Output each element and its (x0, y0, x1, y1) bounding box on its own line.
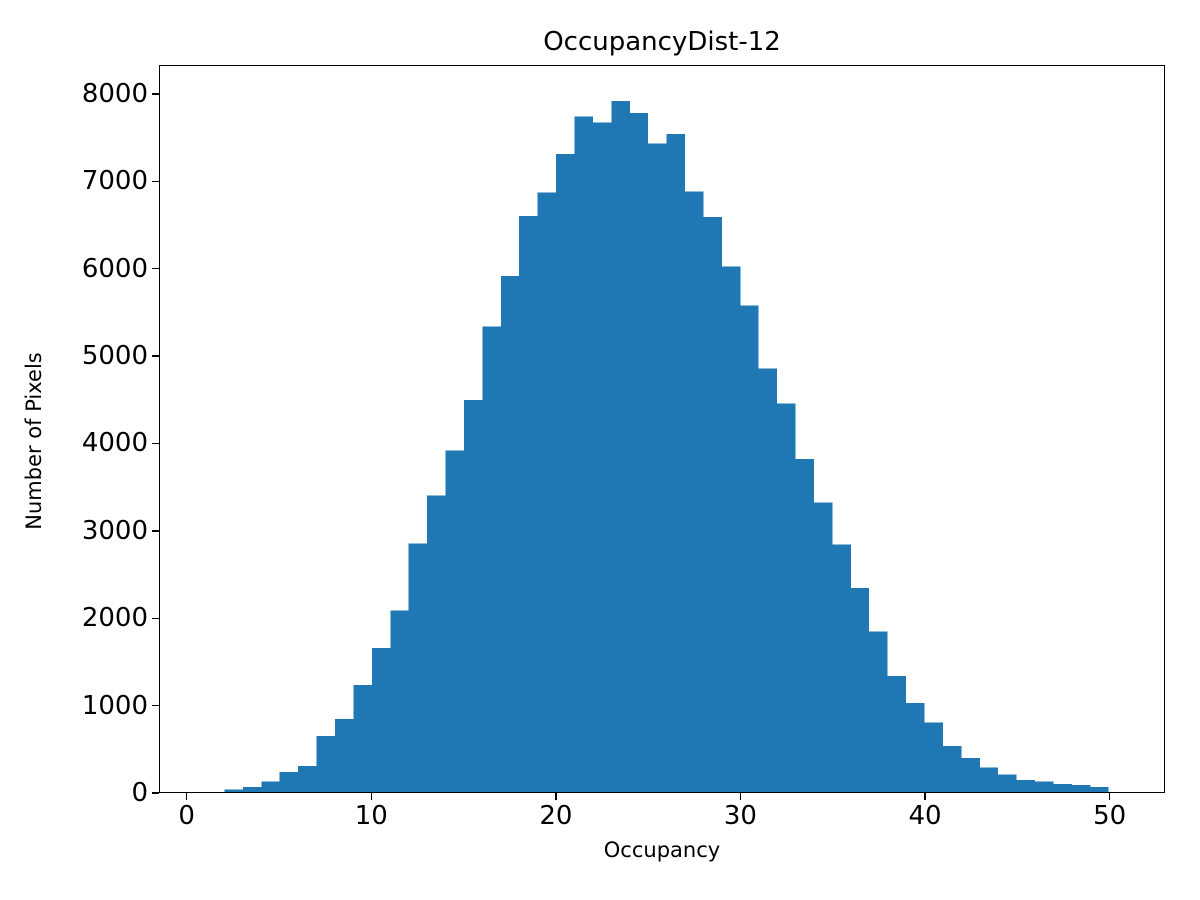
x-tick-mark (739, 793, 742, 800)
x-tick-label: 50 (1093, 801, 1127, 831)
y-tick-mark (152, 180, 159, 182)
x-tick-mark (924, 793, 926, 800)
histogram-bar (408, 543, 428, 792)
histogram-bar (924, 722, 943, 792)
y-tick-label: 3000 (81, 515, 148, 546)
y-tick-label: 5000 (81, 341, 148, 372)
histogram-bars (224, 100, 1109, 792)
histogram-bar (942, 745, 962, 792)
chart-title: OccupancyDist-12 (543, 27, 781, 57)
histogram-bar (869, 631, 888, 792)
histogram-bar (629, 113, 649, 792)
histogram-bar (519, 215, 538, 792)
x-axis-label: Occupancy (603, 838, 721, 862)
histogram-bar (685, 191, 704, 792)
histogram-bar (224, 789, 243, 792)
plot-axes (159, 65, 1165, 793)
histogram-bar (1016, 779, 1036, 792)
x-tick-label: 40 (908, 801, 942, 831)
histogram-bar (740, 305, 759, 792)
x-tick-label: 10 (354, 801, 388, 831)
y-tick-mark (152, 93, 159, 95)
histogram-bar (242, 786, 262, 792)
y-tick-mark (152, 704, 159, 707)
histogram-bar (777, 403, 796, 792)
x-tick-mark (185, 793, 188, 800)
histogram-bar (832, 544, 851, 792)
histogram-bar (1053, 784, 1072, 792)
histogram-bar (316, 736, 336, 792)
y-tick-mark (152, 617, 159, 619)
y-axis-label: Number of Pixels (22, 352, 46, 530)
histogram-bar (279, 771, 299, 792)
y-tick-label: 7000 (81, 166, 148, 197)
x-tick-label: 30 (723, 801, 757, 831)
histogram-bar (390, 610, 409, 792)
y-tick-label: 8000 (81, 78, 148, 109)
histogram-bar (961, 758, 980, 792)
y-tick-mark (152, 792, 159, 794)
y-tick-label: 0 (131, 778, 148, 808)
histogram-bar (482, 326, 501, 792)
x-tick-label: 20 (539, 801, 573, 831)
histogram-bar (721, 266, 741, 792)
y-tick-mark (152, 442, 159, 445)
histogram-bar (261, 781, 280, 792)
histogram-bar (887, 676, 907, 792)
histogram-bar (371, 648, 391, 792)
histogram-bar (795, 459, 814, 792)
histogram-bar (758, 368, 778, 792)
y-tick-mark (152, 355, 159, 357)
histogram-bar (537, 192, 557, 792)
histogram-bar (906, 703, 925, 792)
histogram-bar (574, 116, 593, 792)
histogram-bar (979, 767, 999, 792)
histogram-bar (298, 765, 317, 792)
histogram-bar (1090, 786, 1109, 792)
y-tick-mark (152, 267, 159, 270)
histogram-bar (463, 399, 483, 792)
histogram-bar (427, 495, 446, 792)
x-tick-mark (555, 793, 557, 800)
x-tick-mark (370, 793, 372, 800)
histogram-bar (666, 133, 686, 792)
y-tick-mark (152, 530, 159, 532)
plot-area (160, 66, 1164, 792)
y-tick-label: 4000 (81, 428, 148, 459)
histogram-bar (1071, 785, 1091, 792)
x-tick-mark (1108, 793, 1111, 800)
histogram-bar (500, 276, 520, 792)
y-tick-label: 6000 (81, 253, 148, 284)
histogram-bar (703, 216, 722, 792)
histogram-bar (850, 588, 870, 792)
histogram-bar (556, 154, 575, 792)
histogram-bar (592, 122, 612, 792)
x-tick-label: 0 (178, 801, 195, 831)
y-tick-label: 2000 (81, 603, 148, 634)
histogram-bar (998, 774, 1017, 792)
histogram-bar (648, 143, 667, 792)
histogram-bar (335, 718, 354, 792)
histogram-bar (1035, 781, 1054, 792)
y-tick-label: 1000 (81, 690, 148, 721)
histogram-bar (445, 450, 464, 792)
histogram-bar (813, 502, 833, 792)
histogram-bar (611, 100, 630, 792)
histogram-bar (353, 684, 372, 792)
